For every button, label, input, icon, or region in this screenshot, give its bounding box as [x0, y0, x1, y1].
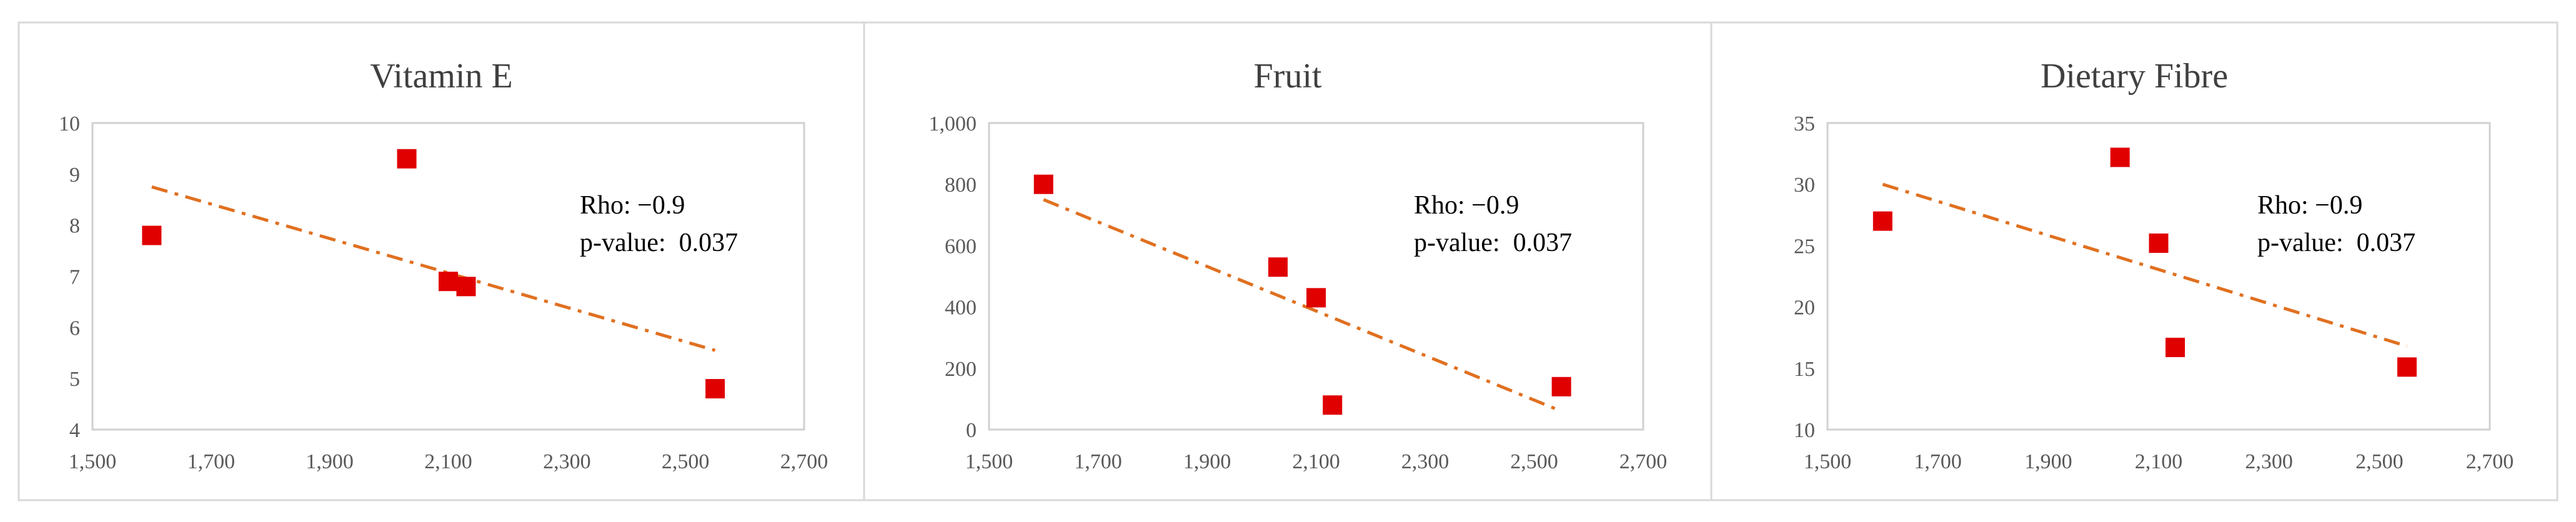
x-tick-label: 1,700: [1914, 450, 1962, 473]
data-points: [1033, 174, 1571, 415]
data-point: [1268, 257, 1288, 277]
y-tick-label: 1,000: [929, 112, 977, 135]
y-tick-label: 0: [966, 419, 977, 442]
rho-annotation: Rho: −0.9: [580, 191, 685, 220]
y-tick-label: 30: [1794, 174, 1815, 197]
chart-panel-2: Fruit 1,500 1,700 1,900 2,100 2,300 2,500 2,700…: [863, 21, 1713, 501]
y-tick-label: 6: [69, 317, 80, 340]
x-tick-label: 1,500: [1804, 450, 1852, 473]
trendline: [1882, 182, 2408, 348]
y-tick-label: 20: [1794, 297, 1815, 320]
x-tick-label: 2,300: [2245, 450, 2293, 473]
chart-title: Dietary Fibre: [2041, 57, 2228, 96]
data-point: [2166, 337, 2185, 357]
chart-panel-3: Dietary Fibre 1,500 1,700 1,900 2,100 2,300 2,…: [1710, 21, 2559, 501]
y-tick-label: 25: [1794, 235, 1815, 258]
panel-frame: [17, 21, 865, 501]
x-tick-label: 1,700: [187, 450, 236, 473]
chart-title: Fruit: [1254, 57, 1322, 96]
y-tick-label: 10: [59, 112, 80, 135]
panel-frame: [1710, 21, 2559, 501]
plot-area: [91, 122, 805, 431]
chart-title: Vitamin E: [370, 57, 512, 96]
x-tick-label: 2,300: [1401, 450, 1450, 473]
x-axis-tick-labels: 1,500 1,700 1,900 2,100 2,300 2,500 2,700: [965, 450, 1668, 473]
x-tick-label: 2,500: [2355, 450, 2404, 473]
rho-annotation: Rho: −0.9: [1414, 191, 1519, 220]
p-value-annotation: p-value: 0.037: [1414, 229, 1572, 257]
x-tick-label: 1,900: [306, 450, 354, 473]
data-point: [397, 149, 417, 169]
x-axis-tick-labels: 1,500 1,700 1,900 2,100 2,300 2,500 2,700: [1804, 450, 2514, 473]
y-tick-label: 15: [1794, 358, 1815, 381]
x-tick-label: 2,700: [2466, 450, 2514, 473]
y-tick-label: 8: [69, 215, 80, 238]
data-point: [456, 277, 476, 297]
y-axis-tick-labels: 4 5 6 7 8 9 10: [59, 112, 80, 442]
y-tick-label: 400: [945, 297, 977, 320]
x-tick-label: 2,500: [662, 450, 710, 473]
x-tick-label: 2,100: [2135, 450, 2183, 473]
y-tick-label: 35: [1794, 112, 1815, 135]
data-point: [1872, 211, 1892, 231]
y-tick-label: 5: [69, 368, 80, 391]
y-axis-tick-labels: 0 200 400 600 800 1,000: [929, 112, 977, 442]
x-tick-label: 2,300: [543, 450, 591, 473]
plot-area: [1826, 122, 2491, 431]
data-point: [1033, 174, 1053, 194]
x-axis-tick-labels: 1,500 1,700 1,900 2,100 2,300 2,500 2,700: [69, 450, 828, 473]
x-tick-label: 2,700: [780, 450, 828, 473]
data-point: [1306, 288, 1326, 308]
data-points: [1872, 147, 2417, 377]
x-tick-label: 2,700: [1619, 450, 1668, 473]
x-tick-label: 1,500: [965, 450, 1013, 473]
x-tick-label: 1,900: [2024, 450, 2072, 473]
y-tick-label: 9: [69, 164, 80, 187]
x-tick-label: 1,900: [1183, 450, 1231, 473]
panel-frame: [863, 21, 1713, 501]
data-point: [705, 379, 725, 399]
trendline: [151, 185, 716, 352]
x-tick-label: 2,500: [1510, 450, 1558, 473]
data-point: [1551, 377, 1571, 396]
y-tick-label: 10: [1794, 419, 1815, 442]
data-point: [2149, 233, 2169, 253]
trendline: [1043, 198, 1563, 413]
plot-area: [988, 122, 1644, 431]
p-value-annotation: p-value: 0.037: [580, 229, 738, 257]
y-tick-label: 800: [945, 174, 977, 197]
y-tick-label: 4: [69, 419, 80, 442]
y-tick-label: 600: [945, 235, 977, 258]
data-point: [1323, 395, 1343, 415]
x-tick-label: 2,100: [1292, 450, 1340, 473]
data-point: [439, 272, 458, 292]
data-point: [2110, 147, 2130, 167]
data-point: [142, 225, 162, 245]
chart-panel-1: Vitamin E 1,500 1,700 1,900 2,100 2,300 2,500 2…: [17, 21, 865, 501]
p-value-annotation: p-value: 0.037: [2257, 229, 2415, 257]
y-tick-label: 200: [945, 358, 977, 381]
x-tick-label: 2,100: [424, 450, 472, 473]
x-tick-label: 1,500: [69, 450, 117, 473]
data-points: [142, 149, 725, 399]
data-point: [2397, 357, 2417, 377]
rho-annotation: Rho: −0.9: [2257, 191, 2362, 220]
y-tick-label: 7: [69, 266, 80, 289]
x-tick-label: 1,700: [1074, 450, 1122, 473]
y-axis-tick-labels: 10 15 20 25 30 35: [1794, 112, 1815, 442]
